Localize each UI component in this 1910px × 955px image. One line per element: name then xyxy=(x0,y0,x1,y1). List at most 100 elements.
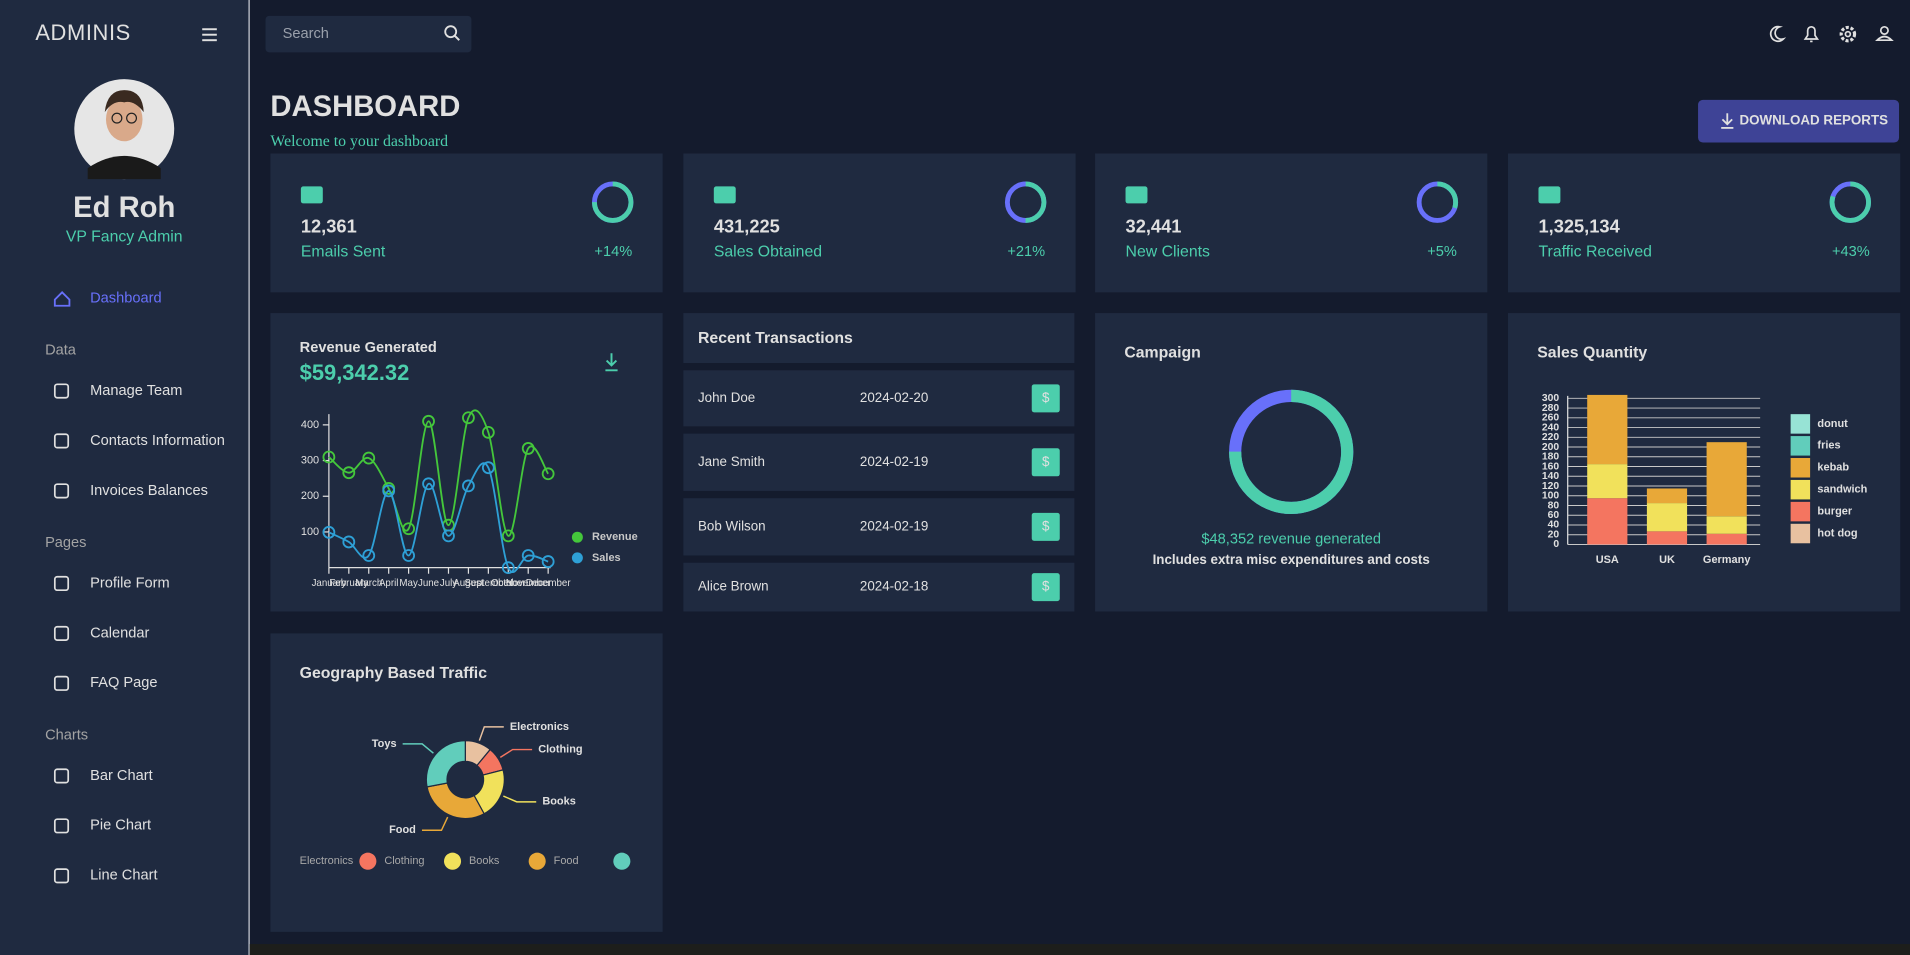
nav-icon[interactable] xyxy=(53,483,70,499)
page-subtitle: Welcome to your dashboard xyxy=(270,133,448,150)
transaction-date: 2024-02-19 xyxy=(860,454,928,469)
bar-segment xyxy=(1646,503,1688,532)
data-point xyxy=(501,529,515,543)
nav-icon[interactable] xyxy=(53,383,70,399)
notifications-icon[interactable] xyxy=(1803,25,1820,43)
nav-item[interactable]: FAQ Page xyxy=(90,675,157,691)
download-button-label[interactable]: DOWNLOAD REPORTS xyxy=(1739,113,1888,128)
search-box[interactable] xyxy=(454,35,460,41)
transaction-button-label[interactable]: $ xyxy=(1042,579,1050,594)
stat-icon xyxy=(713,186,736,204)
theme-icon[interactable] xyxy=(1769,25,1787,43)
legend-label: Electronics xyxy=(300,855,354,867)
transaction-button[interactable] xyxy=(1031,512,1060,541)
campaign-caption: $48,352 revenue generated xyxy=(1201,531,1381,547)
nav-icon[interactable] xyxy=(53,575,70,592)
nav-icon[interactable] xyxy=(53,625,70,641)
search-box[interactable] xyxy=(265,15,472,53)
x-tick-label: UK xyxy=(1659,554,1675,566)
x-tick-label: June xyxy=(418,578,439,589)
transaction-button-label[interactable]: $ xyxy=(1042,390,1050,405)
legend-swatch xyxy=(1790,523,1811,544)
pie-label: Clothing xyxy=(538,743,582,755)
transaction-button-label[interactable]: $ xyxy=(1042,518,1050,533)
data-point xyxy=(402,549,416,562)
y-tick-label: 240 xyxy=(1542,422,1560,433)
campaign-ring xyxy=(1229,389,1354,515)
y-tick-label: 200 xyxy=(301,490,319,502)
transaction-row xyxy=(683,433,1075,491)
legend-label: sandwich xyxy=(1817,484,1867,496)
transaction-button[interactable] xyxy=(1031,573,1060,602)
download-button[interactable] xyxy=(1698,99,1900,143)
nav-item[interactable]: Bar Chart xyxy=(90,768,153,784)
nav-icon[interactable] xyxy=(53,868,70,884)
legend-label: kebab xyxy=(1817,462,1849,474)
nav-icon[interactable] xyxy=(53,433,70,449)
card-title: Revenue Generated xyxy=(300,340,437,356)
profile-icon[interactable] xyxy=(1879,25,1889,35)
card-title: Recent Transactions xyxy=(698,330,853,347)
nav-item[interactable]: Calendar xyxy=(90,625,149,641)
nav-item-active[interactable]: Dashboard xyxy=(90,290,161,306)
nav-item[interactable]: Manage Team xyxy=(90,383,182,399)
nav-item[interactable]: Invoices Balances xyxy=(90,483,208,499)
data-point xyxy=(481,425,495,439)
user-role: VP Fancy Admin xyxy=(66,229,183,246)
home-icon[interactable] xyxy=(53,291,71,307)
y-tick-label: 0 xyxy=(1553,539,1559,550)
pie-leader xyxy=(503,795,537,803)
y-tick-label: 120 xyxy=(1542,481,1560,492)
stat-progress-ring xyxy=(592,181,634,223)
x-tick-label: February xyxy=(329,578,368,589)
y-tick-label: 400 xyxy=(301,419,319,431)
x-tick-label: August xyxy=(453,578,484,589)
nav-item[interactable]: Contacts Information xyxy=(90,433,225,449)
settings-icon[interactable] xyxy=(1839,25,1857,43)
home-icon[interactable] xyxy=(53,291,71,307)
pie-leader xyxy=(421,816,449,832)
profile-icon[interactable] xyxy=(1875,35,1894,42)
y-tick-label: 200 xyxy=(1542,442,1560,453)
data-point xyxy=(362,451,376,465)
search-box[interactable] xyxy=(444,25,458,39)
notifications-icon[interactable] xyxy=(1803,25,1820,40)
user-name: Ed Roh xyxy=(73,192,175,224)
transaction-button[interactable] xyxy=(1031,448,1060,477)
avatar xyxy=(87,155,161,180)
revenue-card xyxy=(270,313,663,612)
x-tick-label: USA xyxy=(1596,554,1619,566)
y-tick-label: 160 xyxy=(1542,461,1560,472)
search-placeholder[interactable]: Search xyxy=(283,26,329,42)
nav-item[interactable]: Line Chart xyxy=(90,868,157,884)
transaction-button[interactable] xyxy=(1031,384,1060,413)
nav-icon[interactable] xyxy=(53,675,70,691)
profile-icon[interactable] xyxy=(1875,25,1894,42)
y-tick-label: 180 xyxy=(1542,452,1560,463)
transaction-date: 2024-02-18 xyxy=(860,579,928,594)
nav-icon[interactable] xyxy=(53,768,70,784)
avatar xyxy=(105,97,143,142)
legend-label: Food xyxy=(554,855,579,867)
menu-icon[interactable] xyxy=(202,28,217,42)
stat-change: +14% xyxy=(594,244,632,260)
pie-slice xyxy=(425,740,466,788)
nav-item[interactable]: Pie Chart xyxy=(90,818,151,834)
search-box[interactable] xyxy=(265,15,472,53)
data-point xyxy=(521,442,535,455)
download-icon[interactable] xyxy=(605,353,618,372)
nav-icon[interactable] xyxy=(53,818,70,834)
x-tick-label: September xyxy=(465,578,513,589)
stat-icon xyxy=(1538,186,1561,204)
pie-leader xyxy=(499,748,533,759)
nav-item[interactable]: Profile Form xyxy=(90,575,170,591)
transaction-row xyxy=(683,562,1075,612)
bar-segment xyxy=(1646,488,1688,504)
x-tick-label: March xyxy=(355,578,382,589)
theme-icon[interactable] xyxy=(1769,25,1787,43)
settings-icon[interactable] xyxy=(1844,30,1852,38)
transaction-button-label[interactable]: $ xyxy=(1042,454,1050,469)
settings-icon[interactable] xyxy=(1839,25,1857,43)
y-tick-label: 140 xyxy=(1542,471,1560,482)
